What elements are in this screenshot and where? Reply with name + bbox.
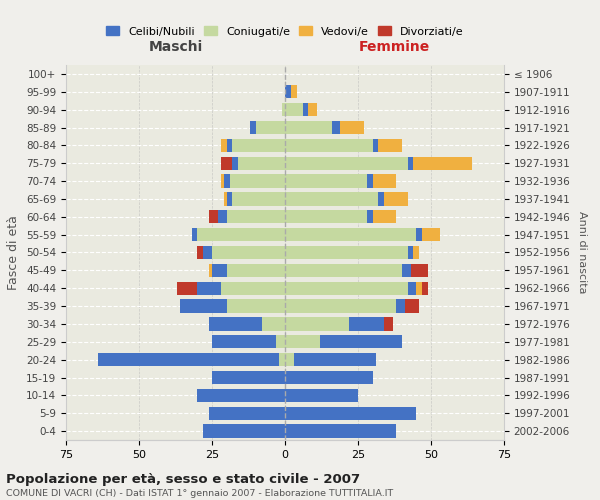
Bar: [379, 138, 402, 152]
Bar: [279, 353, 285, 366]
Y-axis label: Anni di nascita: Anni di nascita: [577, 211, 587, 294]
Bar: [212, 264, 227, 277]
Bar: [197, 388, 285, 402]
Bar: [407, 246, 413, 259]
Bar: [209, 210, 218, 224]
Bar: [221, 174, 224, 188]
Bar: [320, 335, 402, 348]
Bar: [410, 264, 428, 277]
Bar: [396, 300, 405, 313]
Bar: [285, 103, 302, 117]
Bar: [285, 228, 416, 241]
Bar: [285, 264, 402, 277]
Bar: [232, 192, 285, 205]
Bar: [285, 371, 373, 384]
Bar: [416, 228, 422, 241]
Bar: [218, 210, 227, 224]
Bar: [285, 156, 407, 170]
Bar: [238, 156, 285, 170]
Bar: [422, 228, 440, 241]
Bar: [422, 282, 428, 295]
Bar: [285, 335, 320, 348]
Bar: [285, 121, 332, 134]
Bar: [224, 174, 230, 188]
Bar: [212, 246, 285, 259]
Bar: [203, 424, 285, 438]
Bar: [285, 300, 396, 313]
Bar: [197, 246, 203, 259]
Bar: [98, 353, 279, 366]
Bar: [285, 406, 416, 420]
Bar: [262, 317, 285, 330]
Bar: [285, 85, 291, 98]
Bar: [282, 103, 285, 117]
Bar: [413, 246, 419, 259]
Text: Femmine: Femmine: [359, 40, 430, 54]
Bar: [209, 264, 212, 277]
Legend: Celibi/Nubili, Coniugati/e, Vedovi/e, Divorziati/e: Celibi/Nubili, Coniugati/e, Vedovi/e, Di…: [102, 22, 468, 41]
Bar: [212, 371, 285, 384]
Bar: [221, 138, 227, 152]
Y-axis label: Fasce di età: Fasce di età: [7, 215, 20, 290]
Bar: [232, 156, 238, 170]
Bar: [227, 192, 232, 205]
Bar: [308, 103, 317, 117]
Bar: [256, 121, 285, 134]
Bar: [285, 282, 407, 295]
Text: Popolazione per età, sesso e stato civile - 2007: Popolazione per età, sesso e stato civil…: [6, 472, 360, 486]
Bar: [227, 138, 232, 152]
Bar: [384, 317, 393, 330]
Bar: [250, 121, 256, 134]
Bar: [367, 174, 373, 188]
Bar: [197, 228, 285, 241]
Bar: [413, 156, 472, 170]
Bar: [212, 335, 276, 348]
Bar: [227, 300, 285, 313]
Bar: [349, 317, 384, 330]
Bar: [285, 174, 367, 188]
Bar: [302, 103, 308, 117]
Text: COMUNE DI VACRI (CH) - Dati ISTAT 1° gennaio 2007 - Elaborazione TUTTITALIA.IT: COMUNE DI VACRI (CH) - Dati ISTAT 1° gen…: [6, 489, 393, 498]
Bar: [177, 282, 197, 295]
Bar: [405, 300, 419, 313]
Bar: [367, 210, 373, 224]
Bar: [416, 282, 422, 295]
Bar: [332, 121, 340, 134]
Bar: [373, 138, 379, 152]
Bar: [227, 210, 285, 224]
Bar: [379, 192, 384, 205]
Bar: [276, 335, 285, 348]
Bar: [285, 138, 373, 152]
Bar: [285, 192, 379, 205]
Bar: [285, 246, 407, 259]
Bar: [221, 156, 232, 170]
Bar: [285, 317, 349, 330]
Bar: [407, 282, 416, 295]
Bar: [227, 264, 285, 277]
Bar: [285, 210, 367, 224]
Bar: [384, 192, 407, 205]
Bar: [294, 353, 376, 366]
Bar: [285, 353, 294, 366]
Bar: [285, 424, 396, 438]
Bar: [373, 174, 396, 188]
Bar: [224, 192, 227, 205]
Bar: [285, 388, 358, 402]
Text: Maschi: Maschi: [148, 40, 203, 54]
Bar: [291, 85, 296, 98]
Bar: [373, 210, 396, 224]
Bar: [203, 246, 212, 259]
Bar: [209, 406, 285, 420]
Bar: [180, 300, 227, 313]
Bar: [407, 156, 413, 170]
Bar: [197, 282, 221, 295]
Bar: [209, 317, 262, 330]
Bar: [191, 228, 197, 241]
Bar: [340, 121, 364, 134]
Bar: [232, 138, 285, 152]
Bar: [230, 174, 285, 188]
Bar: [402, 264, 410, 277]
Bar: [221, 282, 285, 295]
